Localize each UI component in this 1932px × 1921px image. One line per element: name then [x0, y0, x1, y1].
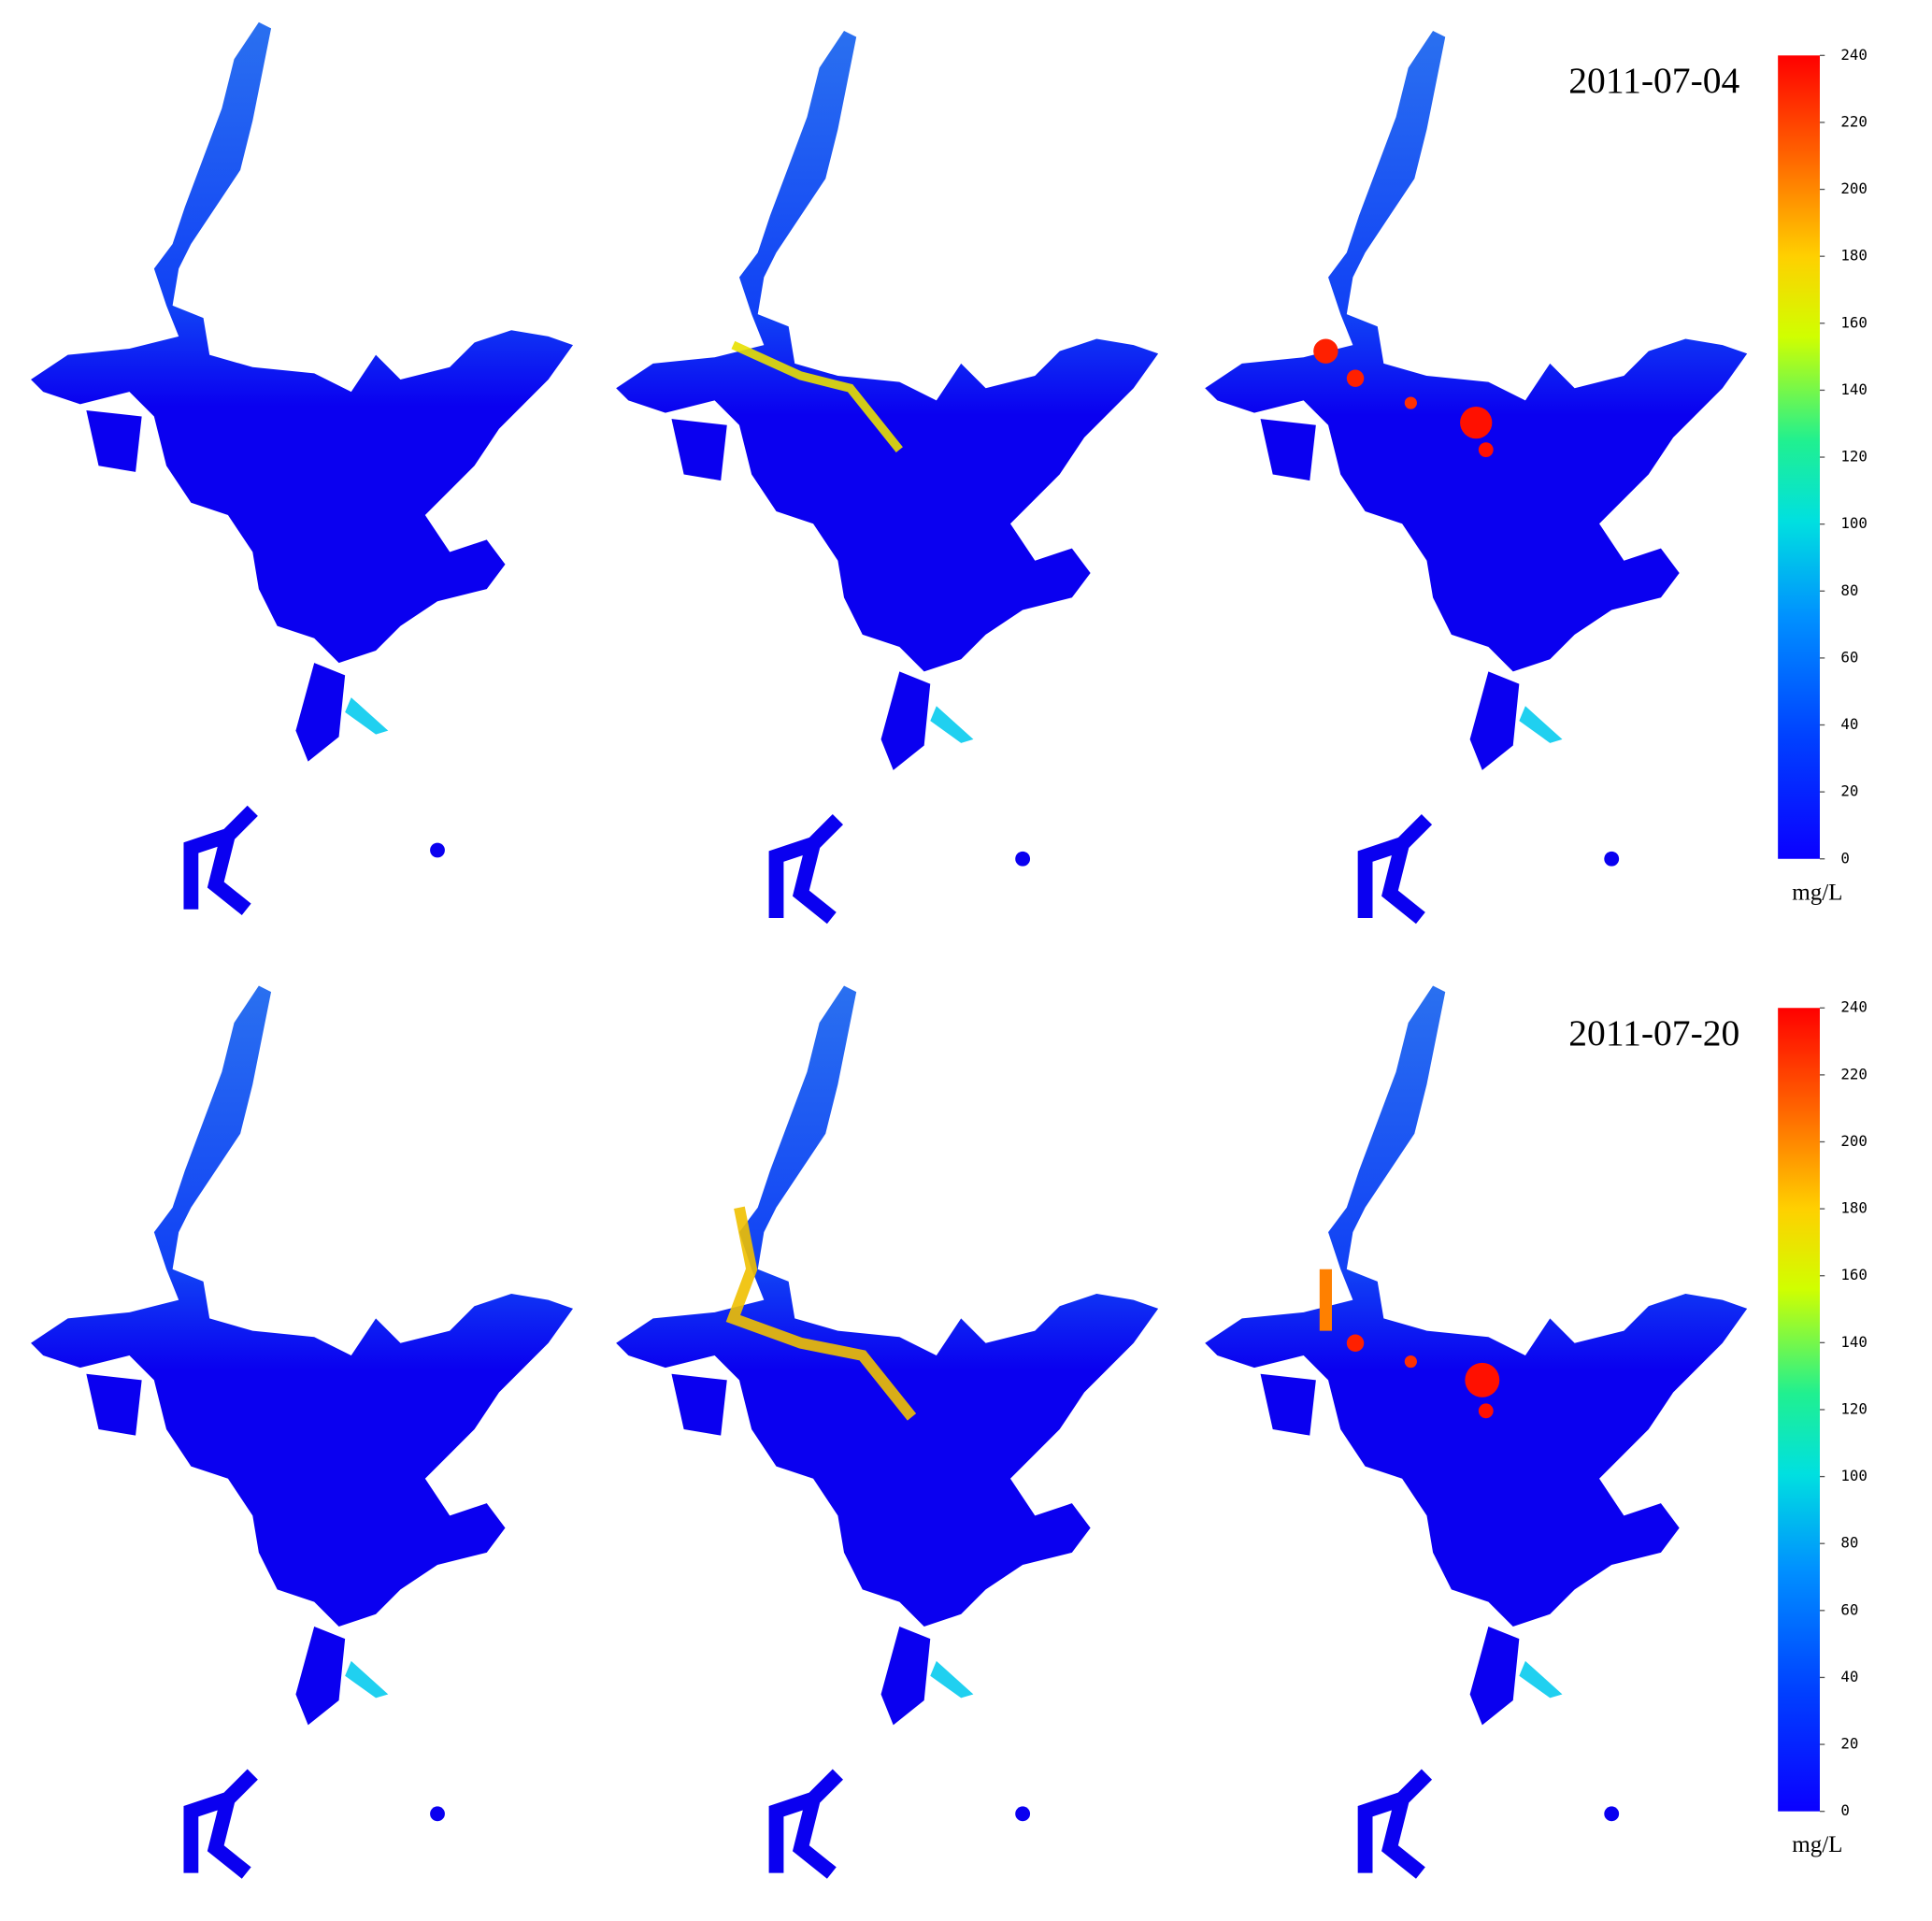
colorbar-tick-label: 240 — [1840, 998, 1868, 1016]
colorbar-tick-label: 160 — [1840, 313, 1868, 331]
map-panels — [31, 22, 1747, 1873]
colorbar-tick-label: 140 — [1840, 1333, 1868, 1351]
colorbar-tick-label: 140 — [1840, 380, 1868, 398]
map — [31, 22, 573, 910]
colorbar-tick-label: 180 — [1840, 1199, 1868, 1217]
colorbar-tick-label: 120 — [1840, 448, 1868, 466]
colorbar-tick-label: 0 — [1840, 849, 1850, 867]
colorbar-tick-label: 240 — [1840, 46, 1868, 64]
map — [1205, 31, 1747, 918]
colorbar-tick-label: 200 — [1840, 1132, 1868, 1150]
colorbar-tick-label: 20 — [1840, 1735, 1858, 1753]
colorbar-unit: mg/L — [1792, 880, 1842, 905]
colorbar-tick-label: 80 — [1840, 581, 1858, 599]
colorbar-tick-label: 0 — [1840, 1801, 1850, 1819]
colorbar-tick-label: 40 — [1840, 1668, 1858, 1685]
colorbar-tick-label: 200 — [1840, 179, 1868, 197]
colorbar-tick-label: 220 — [1840, 112, 1868, 130]
date-label: 2011-07-20 — [1568, 1012, 1739, 1054]
colorbar-tick-label: 80 — [1840, 1534, 1858, 1552]
colorbar-tick-label: 180 — [1840, 247, 1868, 265]
colorbar — [1778, 55, 1820, 859]
colorbar — [1778, 1008, 1820, 1812]
colorbar-tick-label: 60 — [1840, 1600, 1858, 1618]
colorbar-tick-label: 120 — [1840, 1399, 1868, 1417]
colorbar-tick-label: 60 — [1840, 648, 1858, 666]
map — [616, 31, 1158, 918]
colorbar-unit: mg/L — [1792, 1832, 1842, 1857]
map — [616, 986, 1158, 1873]
colorbar-tick-label: 100 — [1840, 1467, 1868, 1484]
date-label: 2011-07-04 — [1568, 60, 1739, 101]
colorbar-tick-label: 20 — [1840, 782, 1858, 800]
colorbar-tick-label: 160 — [1840, 1266, 1868, 1283]
map — [1205, 986, 1747, 1873]
colorbar-tick-label: 100 — [1840, 514, 1868, 532]
map — [31, 986, 573, 1873]
colorbar-tick-label: 220 — [1840, 1065, 1868, 1082]
colorbar-tick-label: 40 — [1840, 715, 1858, 733]
